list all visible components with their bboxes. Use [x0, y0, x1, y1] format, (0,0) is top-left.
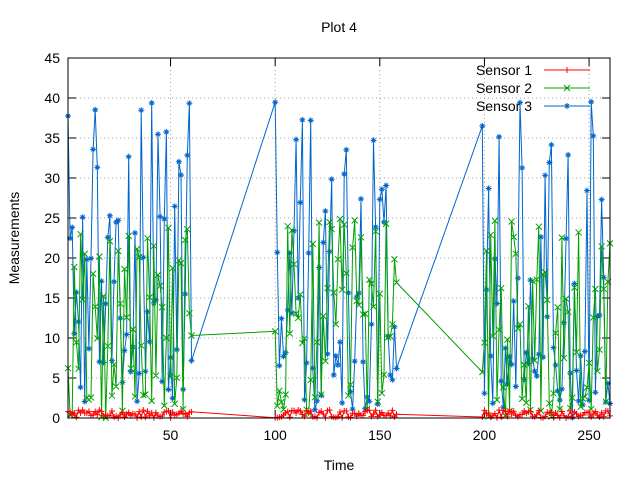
y-tick-label: 5: [52, 370, 60, 386]
series-sensor-1: [65, 407, 613, 421]
y-tick-label: 20: [44, 250, 60, 266]
legend-marker: [564, 103, 570, 109]
x-axis-label: Time: [324, 457, 355, 473]
y-tick-label: 30: [44, 170, 60, 186]
legend: Sensor 1 Sensor 2 Sensor 3: [476, 62, 590, 114]
x-tick-label: 150: [368, 427, 392, 443]
x-tick-label: 50: [163, 427, 179, 443]
y-tick-label: 40: [44, 90, 60, 106]
y-tick-label: 25: [44, 210, 60, 226]
chart-title: Plot 4: [321, 19, 357, 35]
y-axis-label: Measurements: [6, 192, 22, 285]
legend-label: Sensor 1: [476, 62, 532, 78]
series-sensor-2: [64, 215, 614, 422]
x-tick-label: 200: [473, 427, 497, 443]
plot-frame: [67, 57, 611, 419]
y-tick-label: 35: [44, 130, 60, 146]
y-tick-label: 45: [44, 50, 60, 66]
x-tick-label: 250: [577, 427, 601, 443]
series-layer: [64, 98, 614, 422]
legend-marker: [563, 84, 571, 92]
y-tick-label: 0: [52, 410, 60, 426]
axis-ticks: 0 5 10 15 20 25 30 35 40 45 50 100 150 200 250: [44, 50, 610, 443]
legend-label: Sensor 2: [476, 80, 532, 96]
legend-label: Sensor 3: [476, 98, 532, 114]
y-tick-label: 15: [44, 290, 60, 306]
series-line: [67, 218, 611, 418]
legend-marker: [564, 67, 570, 73]
x-tick-label: 100: [263, 427, 287, 443]
y-tick-label: 10: [44, 330, 60, 346]
